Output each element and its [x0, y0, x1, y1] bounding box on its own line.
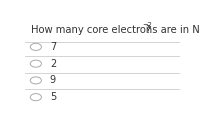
- Text: How many core electrons are in N: How many core electrons are in N: [31, 25, 200, 35]
- Text: −2: −2: [142, 22, 152, 28]
- Text: 7: 7: [50, 42, 56, 52]
- Text: 5: 5: [50, 92, 56, 102]
- Text: 2: 2: [50, 59, 56, 69]
- Text: ?: ?: [146, 25, 151, 35]
- Text: 9: 9: [50, 76, 56, 86]
